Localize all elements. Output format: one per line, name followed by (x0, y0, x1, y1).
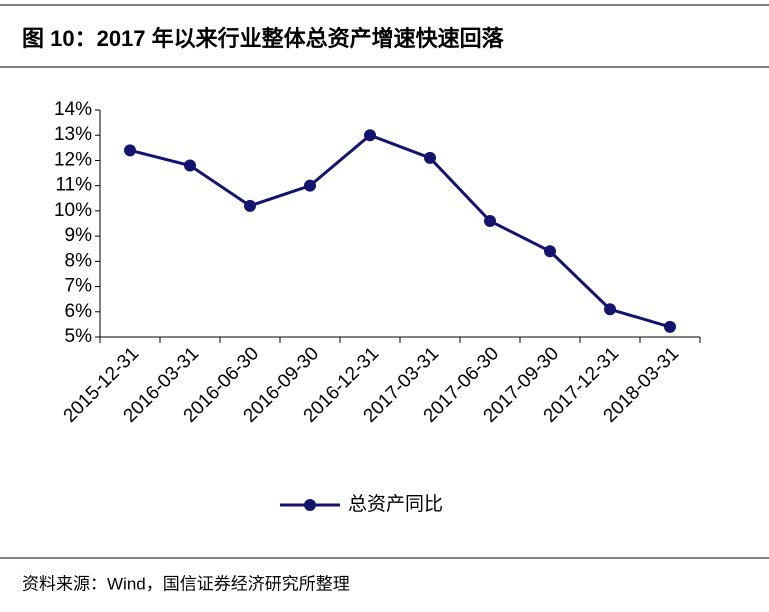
series-marker (304, 179, 316, 192)
series-marker (604, 303, 616, 316)
y-tick-label: 8% (65, 250, 93, 271)
legend-marker (304, 499, 316, 511)
legend-label: 总资产同比 (348, 493, 443, 515)
y-tick-label: 5% (65, 326, 93, 347)
y-tick-label: 9% (65, 225, 93, 246)
series-marker (424, 151, 436, 164)
y-tick-label: 11% (55, 175, 92, 196)
chart-title: 图 10：2017 年以来行业整体总资产增速快速回落 (22, 26, 505, 51)
series-marker (184, 159, 196, 172)
y-tick-label: 13% (54, 124, 92, 145)
y-tick-label: 14% (54, 99, 92, 120)
series-marker (364, 129, 376, 142)
series-marker (244, 199, 256, 212)
source-note: 资料来源：Wind，国信证券经济研究所整理 (22, 574, 350, 593)
y-tick-label: 7% (65, 276, 93, 297)
series-marker (664, 320, 676, 333)
y-tick-label: 12% (54, 149, 92, 170)
series-marker (544, 245, 556, 258)
y-tick-label: 6% (65, 301, 93, 322)
series-marker (484, 214, 496, 227)
y-tick-label: 10% (54, 200, 92, 221)
series-marker (124, 144, 136, 157)
series-line (129, 133, 671, 329)
